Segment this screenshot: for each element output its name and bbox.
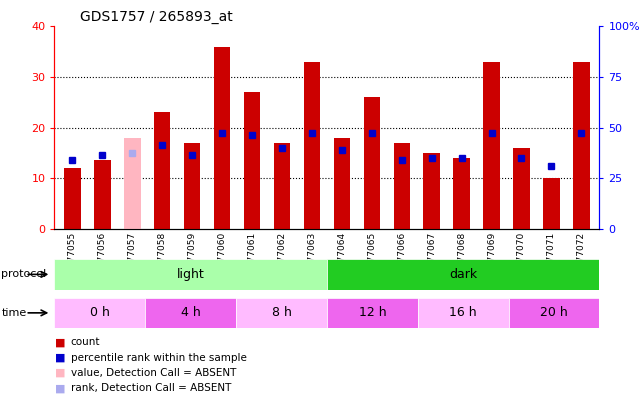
Text: 4 h: 4 h (181, 306, 201, 320)
Bar (244, 92, 260, 229)
Text: value, Detection Call = ABSENT: value, Detection Call = ABSENT (71, 368, 236, 378)
Bar (394, 143, 410, 229)
Bar (274, 143, 290, 229)
Bar (146, 298, 236, 328)
Text: time: time (1, 308, 26, 318)
Bar (418, 298, 508, 328)
Text: ■: ■ (54, 353, 65, 362)
Text: ■: ■ (54, 384, 65, 393)
Text: ■: ■ (54, 337, 65, 347)
Bar (54, 259, 327, 290)
Bar (54, 298, 146, 328)
Bar (453, 158, 470, 229)
Text: light: light (177, 268, 204, 281)
Text: 16 h: 16 h (449, 306, 477, 320)
Bar (64, 168, 81, 229)
Text: ■: ■ (54, 368, 65, 378)
Bar (363, 97, 380, 229)
Bar (304, 62, 320, 229)
Text: percentile rank within the sample: percentile rank within the sample (71, 353, 246, 362)
Bar (424, 153, 440, 229)
Bar (327, 298, 418, 328)
Bar (508, 298, 599, 328)
Bar (94, 160, 111, 229)
Text: 8 h: 8 h (272, 306, 292, 320)
Bar (327, 259, 599, 290)
Text: rank, Detection Call = ABSENT: rank, Detection Call = ABSENT (71, 384, 231, 393)
Bar (573, 62, 590, 229)
Bar (334, 138, 350, 229)
Bar (236, 298, 327, 328)
Text: count: count (71, 337, 100, 347)
Text: GDS1757 / 265893_at: GDS1757 / 265893_at (80, 10, 233, 24)
Bar (154, 112, 171, 229)
Text: protocol: protocol (1, 269, 47, 279)
Text: 12 h: 12 h (358, 306, 386, 320)
Bar (543, 178, 560, 229)
Bar (184, 143, 201, 229)
Bar (483, 62, 500, 229)
Bar (513, 148, 529, 229)
Text: 20 h: 20 h (540, 306, 568, 320)
Bar (214, 47, 230, 229)
Bar (124, 138, 140, 229)
Text: dark: dark (449, 268, 477, 281)
Text: 0 h: 0 h (90, 306, 110, 320)
